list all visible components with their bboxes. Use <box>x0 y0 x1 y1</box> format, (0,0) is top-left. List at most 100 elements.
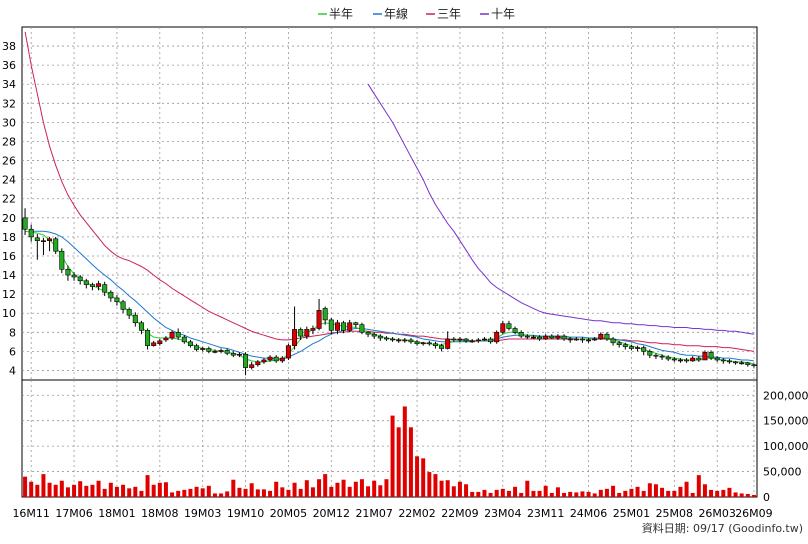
candle-body <box>659 355 665 358</box>
volume-bar <box>543 485 548 497</box>
volume-bar <box>65 487 70 497</box>
candle-body <box>432 343 438 346</box>
candle-body <box>714 357 720 361</box>
candle-body <box>469 340 475 343</box>
candle-body <box>194 345 200 350</box>
volume-bar <box>304 480 309 497</box>
volume-bar <box>506 490 511 497</box>
candle-body <box>481 338 487 341</box>
candle-body <box>420 342 426 345</box>
candle-body <box>708 352 714 359</box>
candle-body <box>543 335 549 340</box>
price-tick-label: 24 <box>2 174 16 187</box>
volume-bar <box>121 484 126 497</box>
candle-body <box>475 339 481 342</box>
volume-bar <box>598 489 603 497</box>
volume-bar <box>133 486 138 497</box>
volume-bar <box>212 493 217 497</box>
volume-bar <box>604 488 609 497</box>
volume-bar <box>59 480 64 497</box>
candle-body <box>310 328 316 331</box>
candle-body <box>383 337 389 340</box>
volume-bar <box>623 490 628 497</box>
candle-body <box>500 323 506 333</box>
volume-bar <box>145 475 150 497</box>
candle-body <box>739 362 745 365</box>
candle-body <box>426 342 432 345</box>
candle-body <box>230 352 236 356</box>
price-tick-label: 20 <box>2 212 16 225</box>
candle-body <box>96 283 102 287</box>
candle-body <box>181 336 187 343</box>
volume-bar <box>194 486 199 497</box>
candle-body <box>726 360 732 363</box>
candle-body <box>218 350 224 352</box>
candle-body <box>328 319 334 331</box>
x-tick-label: 22M02 <box>398 507 436 520</box>
x-tick-label: 23M04 <box>484 507 522 520</box>
candle-body <box>451 338 457 341</box>
volume-bar <box>170 492 175 497</box>
volume-bar <box>292 482 297 497</box>
volume-bar <box>562 492 567 497</box>
candle-body <box>457 338 463 341</box>
volume-bar <box>439 480 444 497</box>
volume-bar <box>647 483 652 497</box>
volume-bar <box>182 489 187 497</box>
volume-bar <box>53 484 58 497</box>
candle-body <box>47 238 53 242</box>
volume-bar <box>139 490 144 497</box>
price-tick-label: 16 <box>2 250 16 263</box>
volume-bar <box>274 481 279 497</box>
candle-body <box>690 357 696 362</box>
volume-bar <box>500 488 505 497</box>
volume-bar <box>709 489 714 497</box>
candle-body <box>365 331 371 335</box>
price-tick-label: 36 <box>2 59 16 72</box>
candle-body <box>108 291 114 299</box>
price-panel: 4 6 8 10 12 14 16 18 20 22 24 26 28 30 32 34 36 38 <box>2 26 758 381</box>
candle-body <box>138 322 144 331</box>
volume-bar <box>641 490 646 497</box>
candle-body <box>586 339 592 342</box>
candle-body <box>561 335 567 340</box>
candle-body <box>22 217 28 230</box>
volume-bar <box>549 492 554 497</box>
volume-bar <box>353 481 358 497</box>
price-tick-label: 6 <box>9 345 16 358</box>
volume-bar <box>408 427 413 497</box>
volume-bar <box>525 480 530 497</box>
candle-body <box>665 356 671 360</box>
x-tick-label: 23M11 <box>527 507 565 520</box>
volume-bar <box>739 493 744 497</box>
volume-bar <box>390 415 395 497</box>
legend-label: 半年 <box>329 7 353 21</box>
candle-body <box>102 284 108 293</box>
candle-body <box>745 362 751 366</box>
ma-year-line <box>31 230 754 362</box>
candle-body <box>463 338 469 342</box>
volume-bar <box>286 489 291 497</box>
volume-bar <box>396 427 401 497</box>
volume-bar <box>519 492 524 497</box>
candle-body <box>322 308 328 321</box>
candle-body <box>371 333 377 337</box>
volume-bar <box>310 487 315 497</box>
candle-body <box>34 237 40 242</box>
candle-body <box>236 353 242 356</box>
volume-bar <box>78 481 83 497</box>
candle-body <box>212 351 218 353</box>
candle-body <box>187 341 193 346</box>
volume-bar <box>108 482 113 497</box>
volume-bar <box>255 489 260 497</box>
candle-body <box>65 269 71 276</box>
legend-label: 三年 <box>437 7 461 21</box>
volume-bar <box>555 487 560 497</box>
candle-body <box>579 338 585 341</box>
candle-body <box>616 342 622 346</box>
candle-body <box>285 345 291 359</box>
candle-body <box>114 297 120 303</box>
candle-body <box>610 338 616 344</box>
x-tick-label: 25M01 <box>613 507 651 520</box>
